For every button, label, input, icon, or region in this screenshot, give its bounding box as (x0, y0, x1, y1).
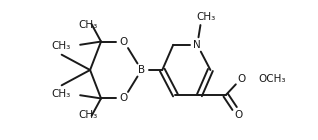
Text: O: O (235, 110, 243, 120)
Text: CH₃: CH₃ (51, 41, 70, 51)
Text: CH₃: CH₃ (78, 20, 98, 30)
Text: CH₃: CH₃ (51, 89, 70, 99)
Text: OCH₃: OCH₃ (258, 74, 286, 84)
Text: O: O (120, 37, 128, 47)
Text: CH₃: CH₃ (196, 12, 215, 23)
Text: O: O (120, 93, 128, 103)
Text: N: N (193, 40, 201, 50)
Text: CH₃: CH₃ (78, 110, 98, 120)
Text: O: O (237, 74, 245, 84)
Text: B: B (138, 65, 145, 75)
